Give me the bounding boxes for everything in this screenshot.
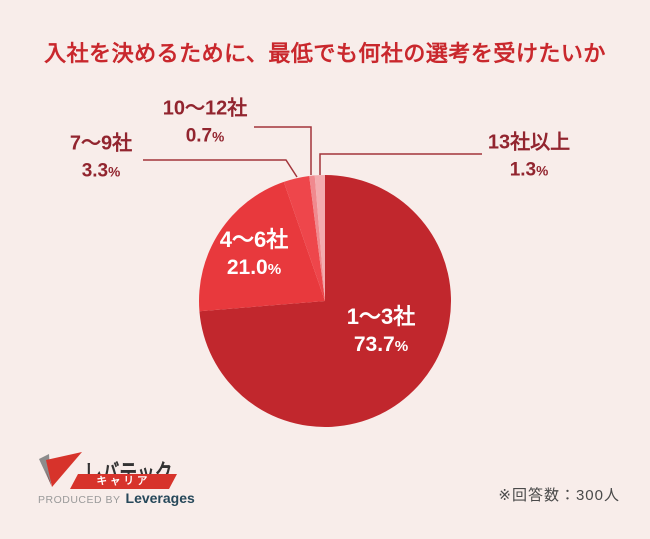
pie-slice-4	[314, 175, 325, 301]
slice-label-10-12: 10〜12社 0.7%	[163, 96, 248, 151]
slice-value-number-1-3: 73.7	[353, 333, 395, 356]
respondent-count-note: ※回答数：300人	[498, 487, 620, 504]
slice-value-number-10-12: 0.7	[185, 125, 213, 147]
slice-value-1-3: 73.7%	[347, 332, 415, 360]
logo-produced-row: PRODUCED BY Leverages	[38, 490, 195, 508]
slice-value-4-6: 21.0%	[220, 255, 288, 283]
leader-line-7-9	[143, 159, 298, 178]
leader-line-13plus	[319, 153, 482, 175]
logo-produced-by: PRODUCED BY	[38, 494, 121, 506]
pie-slice-1	[198, 181, 325, 312]
percent-sign: %	[267, 261, 282, 278]
slice-label-4-6: 4〜6社 21.0%	[220, 227, 288, 283]
pie-slice-0	[199, 175, 451, 427]
slice-name-1-3: 1〜3社	[346, 304, 416, 329]
slice-name-13plus: 13社以上	[487, 131, 571, 154]
leader-lines	[143, 126, 482, 178]
slice-value-number-4-6: 21.0	[226, 256, 268, 279]
logo-dark-shape	[45, 468, 52, 487]
slice-value-7-9: 3.3%	[70, 159, 132, 186]
levtech-checkmark-icon	[39, 452, 82, 487]
pie-slices	[198, 175, 451, 427]
slice-label-7-9: 7〜9社 3.3%	[70, 131, 132, 186]
logo-career-banner: キャリア	[70, 474, 177, 489]
slice-value-13plus: 1.3%	[488, 158, 570, 185]
slice-name-7-9: 7〜9社	[69, 132, 133, 155]
percent-sign: %	[108, 164, 121, 180]
percent-sign: %	[536, 163, 549, 179]
leader-line-10-12	[254, 126, 312, 175]
slice-label-13plus: 13社以上 1.3%	[488, 130, 570, 185]
slice-value-number-7-9: 3.3	[81, 160, 109, 182]
logo-red-shape	[46, 452, 82, 487]
slice-value-number-13plus: 1.3	[509, 159, 537, 181]
slice-name-10-12: 10〜12社	[162, 97, 248, 120]
slice-value-10-12: 0.7%	[163, 124, 248, 151]
pie-slice-2	[283, 175, 325, 301]
percent-sign: %	[212, 129, 225, 145]
slice-label-1-3: 1〜3社 73.7%	[347, 304, 415, 360]
chart-title: 入社を決めるために、最低でも何社の選考を受けたいか	[44, 41, 606, 66]
slice-name-4-6: 4〜6社	[219, 227, 289, 252]
pie-slice-3	[309, 175, 325, 301]
logo-company-name: Leverages	[125, 490, 195, 506]
percent-sign: %	[394, 338, 409, 355]
